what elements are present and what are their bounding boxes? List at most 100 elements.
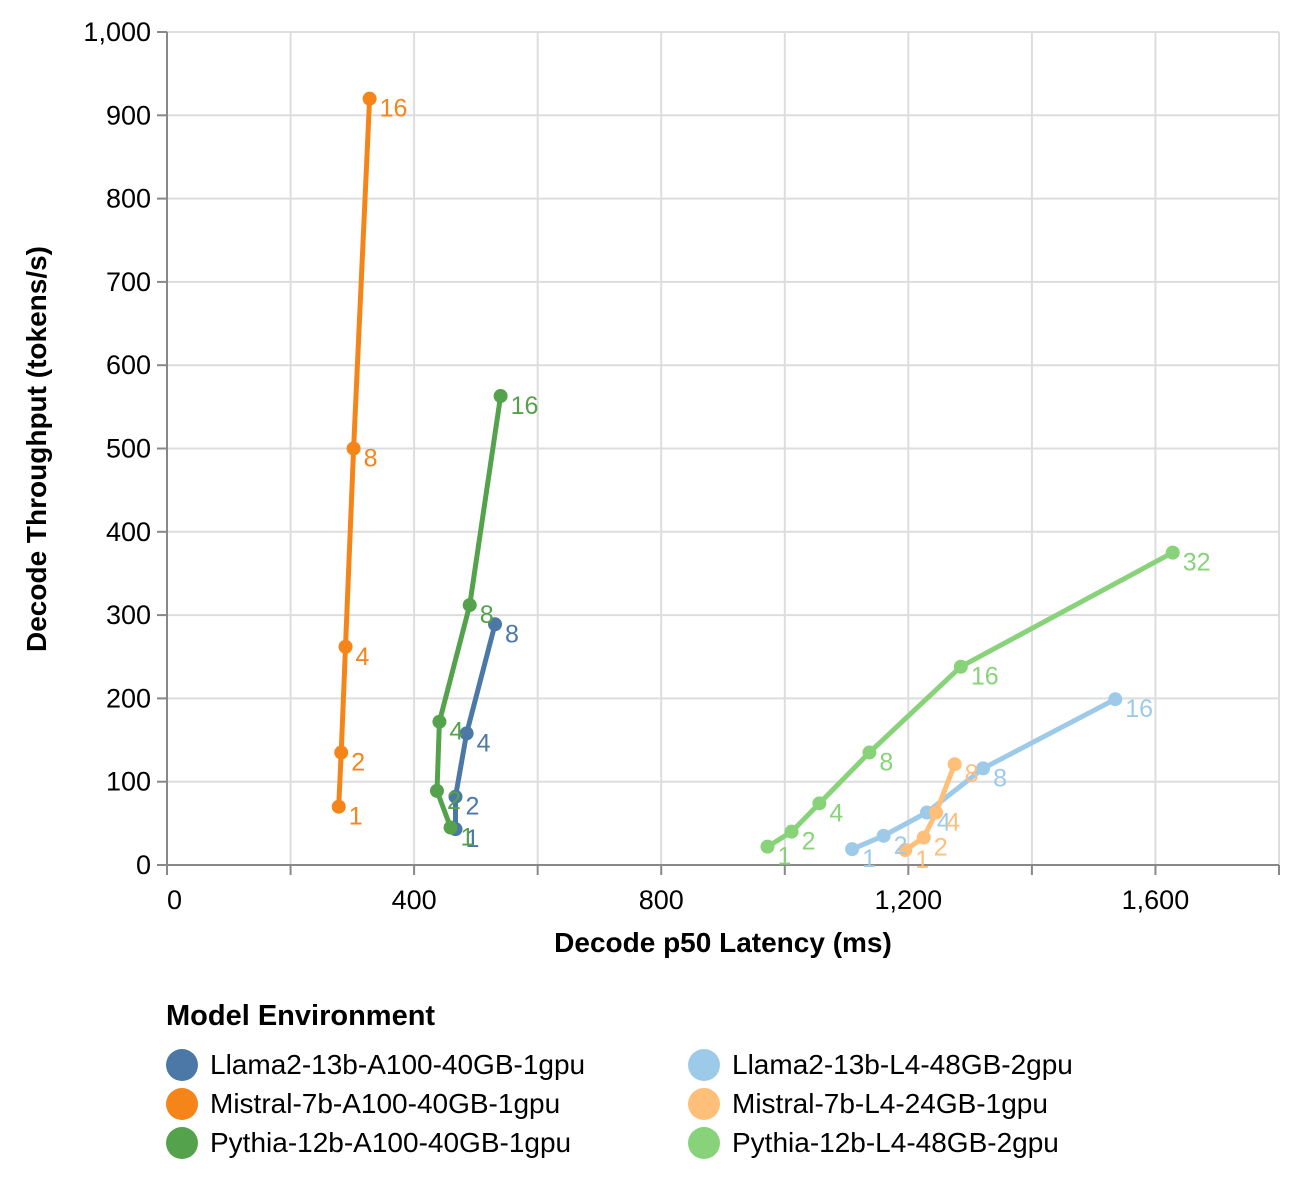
legend: Model Environment Llama2-13b-A100-40GB-1… xyxy=(166,1000,1266,1161)
data-point[interactable] xyxy=(812,796,827,811)
x-tick-label: 1,200 xyxy=(875,885,943,915)
data-point[interactable] xyxy=(845,842,860,857)
point-label: 8 xyxy=(993,764,1007,792)
legend-swatch-icon xyxy=(688,1049,720,1081)
point-label: 1 xyxy=(777,843,791,871)
data-point[interactable] xyxy=(331,799,346,814)
data-point[interactable] xyxy=(784,824,799,839)
data-point[interactable] xyxy=(876,828,891,843)
x-tick-label: 400 xyxy=(392,885,437,915)
x-tick-label: 800 xyxy=(639,885,684,915)
data-point[interactable] xyxy=(916,830,931,845)
y-tick-label: 600 xyxy=(106,350,151,380)
point-label: 8 xyxy=(879,749,893,777)
data-point[interactable] xyxy=(898,843,913,858)
data-point[interactable] xyxy=(334,745,349,760)
legend-item-llama2-a100[interactable]: Llama2-13b-A100-40GB-1gpu xyxy=(166,1047,688,1083)
legend-label: Mistral-7b-L4-24GB-1gpu xyxy=(732,1088,1048,1119)
legend-item-mistral-a100[interactable]: Mistral-7b-A100-40GB-1gpu xyxy=(166,1086,688,1122)
point-label: 2 xyxy=(466,793,480,821)
legend-item-pythia-a100[interactable]: Pythia-12b-A100-40GB-1gpu xyxy=(166,1125,688,1161)
point-label: 8 xyxy=(505,620,519,648)
point-label: 4 xyxy=(946,809,960,837)
point-label: 2 xyxy=(802,828,816,856)
data-point[interactable] xyxy=(462,598,477,613)
data-point[interactable] xyxy=(493,389,508,404)
data-point[interactable] xyxy=(429,783,444,798)
point-label: 1 xyxy=(349,803,363,831)
point-label: 2 xyxy=(447,787,461,815)
chart: 0 100 200 300 400 500 600 700 800 900 1,000 0 400 800… xyxy=(21,17,1280,958)
x-tick-label: 0 xyxy=(167,885,182,915)
y-tick-label: 800 xyxy=(106,184,151,214)
point-label: 8 xyxy=(364,445,378,473)
data-point[interactable] xyxy=(338,639,353,654)
y-tick-label: 700 xyxy=(106,267,151,297)
data-point[interactable] xyxy=(362,91,377,106)
data-point[interactable] xyxy=(346,441,361,456)
point-label: 16 xyxy=(380,95,408,123)
data-point[interactable] xyxy=(443,820,458,835)
data-point[interactable] xyxy=(862,745,877,760)
y-tick-label: 900 xyxy=(106,100,151,130)
point-label: 4 xyxy=(449,718,463,746)
y-tick-label: 400 xyxy=(106,517,151,547)
legend-swatch-icon xyxy=(688,1088,720,1120)
point-label: 16 xyxy=(511,392,539,420)
legend-label: Mistral-7b-A100-40GB-1gpu xyxy=(210,1088,561,1119)
y-tick-label: 0 xyxy=(136,850,151,880)
legend-label: Llama2-13b-L4-48GB-2gpu xyxy=(732,1049,1073,1080)
data-point[interactable] xyxy=(1165,545,1180,560)
legend-item-pythia-l4[interactable]: Pythia-12b-L4-48GB-2gpu xyxy=(688,1125,1208,1161)
legend-label: Pythia-12b-L4-48GB-2gpu xyxy=(732,1127,1059,1158)
legend-swatch-icon xyxy=(166,1127,198,1159)
point-label: 8 xyxy=(965,760,979,788)
legend-item-llama2-l4[interactable]: Llama2-13b-L4-48GB-2gpu xyxy=(688,1047,1208,1083)
series-line xyxy=(902,761,958,853)
legend-swatch-icon xyxy=(166,1049,198,1081)
data-point[interactable] xyxy=(459,726,474,741)
point-label: 16 xyxy=(971,663,999,691)
y-tick-label: 100 xyxy=(106,767,151,797)
y-tick-label: 500 xyxy=(106,434,151,464)
point-label: 4 xyxy=(829,799,843,827)
data-point[interactable] xyxy=(1108,692,1123,707)
point-label: 16 xyxy=(1125,695,1153,723)
data-point[interactable] xyxy=(488,617,503,632)
legend-swatch-icon xyxy=(688,1127,720,1159)
data-point[interactable] xyxy=(947,757,962,772)
point-label: 2 xyxy=(351,749,365,777)
legend-label: Llama2-13b-A100-40GB-1gpu xyxy=(210,1049,586,1080)
point-label: 4 xyxy=(477,729,491,757)
point-label: 2 xyxy=(894,832,908,860)
legend-swatch-icon xyxy=(166,1088,198,1120)
y-tick-label: 200 xyxy=(106,683,151,713)
legend-items: Llama2-13b-A100-40GB-1gpu Llama2-13b-L4-… xyxy=(166,1047,1266,1161)
legend-item-mistral-l4[interactable]: Mistral-7b-L4-24GB-1gpu xyxy=(688,1086,1208,1122)
point-label: 1 xyxy=(915,846,929,874)
point-label: 8 xyxy=(480,601,494,629)
legend-label: Pythia-12b-A100-40GB-1gpu xyxy=(210,1127,572,1158)
x-tick-label: 1,600 xyxy=(1122,885,1190,915)
point-label: 1 xyxy=(466,825,480,853)
point-label: 2 xyxy=(934,834,948,862)
legend-title: Model Environment xyxy=(166,1000,436,1032)
data-points xyxy=(331,91,1180,858)
point-label: 1 xyxy=(461,824,475,852)
point-label: 4 xyxy=(356,643,370,671)
y-tick-label: 300 xyxy=(106,600,151,630)
data-point[interactable] xyxy=(760,839,775,854)
data-point[interactable] xyxy=(929,805,944,820)
y-tick-label: 1,000 xyxy=(83,17,151,47)
point-label: 1 xyxy=(862,845,876,873)
point-label: 4 xyxy=(937,809,951,837)
data-point[interactable] xyxy=(448,789,463,804)
data-point[interactable] xyxy=(432,714,447,729)
y-axis-title: Decode Throughput (tokens/s) xyxy=(21,246,52,652)
data-point[interactable] xyxy=(953,659,968,674)
axes: 0 100 200 300 400 500 600 700 800 900 1,000 0 400 800… xyxy=(83,17,1280,915)
series-line xyxy=(453,621,498,832)
gridlines xyxy=(166,31,1280,866)
data-point[interactable] xyxy=(976,761,991,776)
